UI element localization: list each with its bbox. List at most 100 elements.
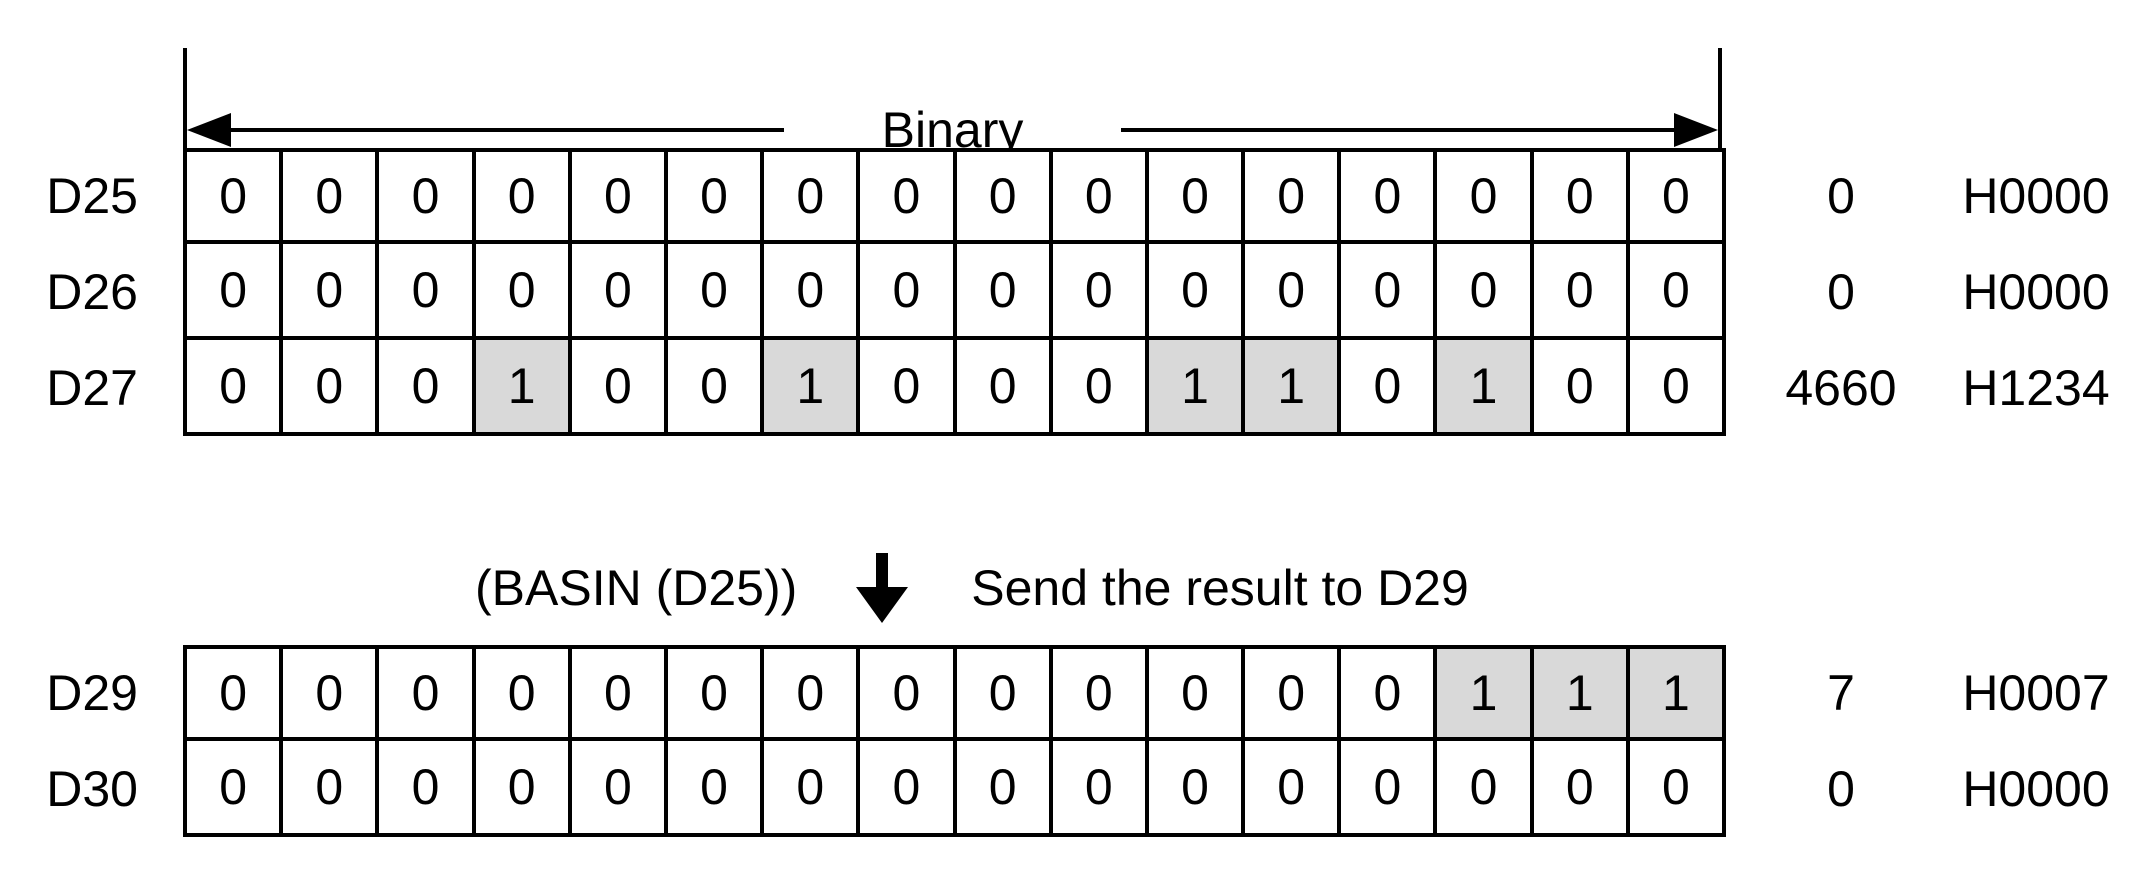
bit-cell: 0 <box>764 244 861 336</box>
binary-label: Binary <box>881 102 1024 158</box>
bit-cell: 0 <box>283 649 380 737</box>
bit-cell: 0 <box>1437 152 1534 240</box>
arrow-right-icon <box>1674 113 1719 147</box>
bit-cell: 0 <box>1437 244 1534 336</box>
bit-cell: 0 <box>1533 152 1630 240</box>
bit-cell: 0 <box>1052 649 1149 737</box>
register-label: D29 <box>46 665 138 721</box>
bit-cell: 0 <box>667 741 765 833</box>
register-row: D26 0 0 0 0 0 0 0 0 0 0 0 0 0 0 0 0 0 H0000 <box>0 244 2152 340</box>
register-row: D30 0 0 0 0 0 0 0 0 0 0 0 0 0 0 0 0 0 H0000 <box>0 741 2152 837</box>
bit-cell: 0 <box>667 244 765 336</box>
bit-cell: 0 <box>571 741 668 833</box>
bit-cell: 0 <box>764 741 861 833</box>
bit-cell: 0 <box>860 244 957 336</box>
bit-cell: 0 <box>1052 340 1149 432</box>
bit-cell: 0 <box>571 244 668 336</box>
bit-cell: 0 <box>571 152 668 240</box>
bit-cell: 0 <box>187 741 284 833</box>
bit-cell: 0 <box>1052 244 1149 336</box>
bit-cell: 0 <box>1629 741 1726 833</box>
bit-cell: 0 <box>1245 152 1342 240</box>
result-description-text: Send the result to D29 <box>971 560 1469 616</box>
bit-cell: 1 <box>1533 649 1630 737</box>
bit-cell: 0 <box>187 244 284 336</box>
bit-cell: 0 <box>667 152 765 240</box>
bit-cell: 0 <box>379 152 476 240</box>
bit-cell: 0 <box>956 649 1053 737</box>
bit-cell: 0 <box>571 340 668 432</box>
bit-cell: 0 <box>764 649 861 737</box>
bit-cell: 0 <box>283 340 380 432</box>
bit-cell: 0 <box>1533 244 1630 336</box>
bit-cell: 0 <box>379 649 476 737</box>
bit-cell: 0 <box>1052 152 1149 240</box>
register-table-source: D25 0 0 0 0 0 0 0 0 0 0 0 0 0 0 0 0 0 H0000 D26 0 0 0 0 0 0 0 0 0 0 0 0… <box>0 148 2152 436</box>
decimal-value: 0 <box>1827 168 1855 224</box>
register-row: D29 0 0 0 0 0 0 0 0 0 0 0 0 0 1 1 1 7 H0007 <box>0 645 2152 741</box>
bit-cell: 0 <box>1341 649 1438 737</box>
binary-span-indicator: Binary <box>183 48 1722 158</box>
bit-cell: 0 <box>475 244 572 336</box>
bit-cell: 0 <box>475 152 572 240</box>
bit-cell: 0 <box>1341 152 1438 240</box>
decimal-value: 4660 <box>1785 360 1897 416</box>
bit-cell: 0 <box>956 741 1053 833</box>
bit-cell: 0 <box>1052 741 1149 833</box>
bit-cell: 0 <box>956 244 1053 336</box>
bit-cell: 0 <box>1341 340 1438 432</box>
bit-cell: 0 <box>1437 741 1534 833</box>
register-label: D27 <box>46 360 138 416</box>
bit-cell: 0 <box>475 741 572 833</box>
bit-cell: 0 <box>1148 741 1246 833</box>
bit-cell: 1 <box>1437 649 1534 737</box>
decimal-value: 7 <box>1827 665 1855 721</box>
left-boundary-tick <box>183 48 187 152</box>
bit-cell: 0 <box>571 649 668 737</box>
bit-cell: 1 <box>475 340 572 432</box>
hex-value: H1234 <box>1962 360 2110 416</box>
bit-cell: 0 <box>475 649 572 737</box>
bit-cell: 0 <box>764 152 861 240</box>
bit-cell: 0 <box>860 741 957 833</box>
arrow-line-left <box>231 128 784 132</box>
bit-cell: 0 <box>283 244 380 336</box>
bit-cell: 0 <box>379 244 476 336</box>
bit-cell: 0 <box>1148 649 1246 737</box>
bit-cell: 0 <box>1629 340 1726 432</box>
bit-cell: 1 <box>1245 340 1342 432</box>
bit-cell: 1 <box>1629 649 1726 737</box>
register-label: D26 <box>46 264 138 320</box>
bit-cell: 0 <box>187 649 284 737</box>
register-row: D25 0 0 0 0 0 0 0 0 0 0 0 0 0 0 0 0 0 H0000 <box>0 148 2152 244</box>
register-label: D25 <box>46 168 138 224</box>
bit-cell: 0 <box>1148 152 1246 240</box>
instruction-annotation: (BASIN (D25)) Send the result to D29 <box>475 550 1469 626</box>
bit-cell: 0 <box>1245 649 1342 737</box>
arrow-line-right <box>1121 128 1675 132</box>
bit-cell: 0 <box>956 340 1053 432</box>
hex-value: H0000 <box>1962 168 2110 224</box>
bit-cell: 0 <box>860 152 957 240</box>
bit-cell: 0 <box>187 340 284 432</box>
bit-cell: 1 <box>1148 340 1246 432</box>
bit-cell: 0 <box>379 741 476 833</box>
bit-cell: 0 <box>283 741 380 833</box>
bit-cell: 0 <box>860 649 957 737</box>
bit-cell: 0 <box>187 152 284 240</box>
decimal-value: 0 <box>1827 761 1855 817</box>
bit-cell: 0 <box>667 649 765 737</box>
hex-value: H0000 <box>1962 264 2110 320</box>
bit-cell: 0 <box>1533 340 1630 432</box>
bit-cell: 0 <box>1341 244 1438 336</box>
arrow-left-icon <box>187 113 231 147</box>
bit-cell: 0 <box>956 152 1053 240</box>
down-arrow-icon <box>856 553 909 623</box>
hex-value: H0000 <box>1962 761 2110 817</box>
register-label: D30 <box>46 761 138 817</box>
